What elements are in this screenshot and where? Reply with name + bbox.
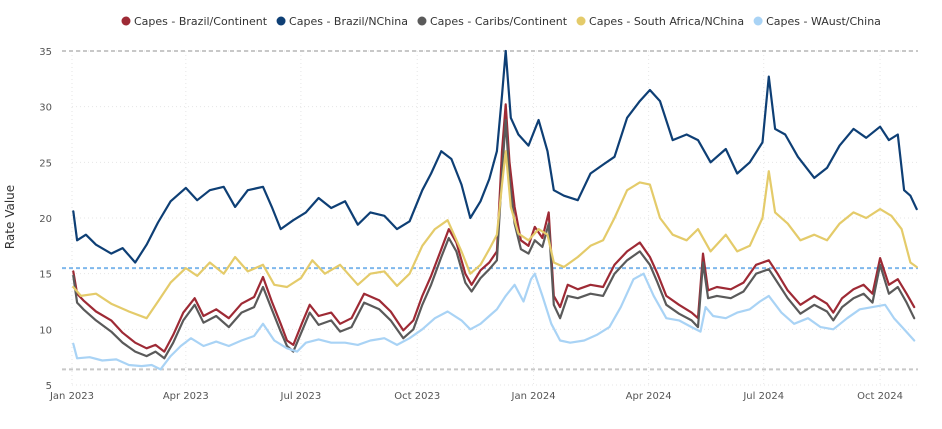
legend-label-3[interactable]: Capes - Caribs/Continent bbox=[430, 15, 568, 28]
series-lines bbox=[72, 49, 918, 371]
legend-marker-1[interactable] bbox=[121, 16, 131, 26]
y-tick-label: 10 bbox=[39, 325, 52, 336]
x-tick-label: Oct 2024 bbox=[857, 391, 903, 402]
y-tick-label: 20 bbox=[39, 214, 52, 225]
series-line-2[interactable] bbox=[72, 49, 918, 264]
x-tick-label: Apr 2023 bbox=[163, 391, 209, 402]
x-axis-ticks: Jan 2023 Apr 2023 Jul 2023 Oct 2023 Jan 2024… bbox=[49, 391, 903, 402]
y-axis-title: Rate Value bbox=[3, 185, 17, 249]
y-tick-label: 35 bbox=[39, 47, 52, 58]
legend-label-2[interactable]: Capes - Brazil/NChina bbox=[289, 15, 408, 28]
x-tick-label: Jul 2024 bbox=[742, 391, 784, 402]
legend-label-4[interactable]: Capes - South Africa/NChina bbox=[589, 15, 744, 28]
y-tick-label: 25 bbox=[39, 158, 52, 169]
x-tick-label: Apr 2024 bbox=[626, 391, 672, 402]
legend-label-5[interactable]: Capes - WAust/China bbox=[766, 15, 881, 28]
legend-label-1[interactable]: Capes - Brazil/Continent bbox=[134, 15, 268, 28]
y-axis-ticks: 5 10 15 20 25 30 35 bbox=[39, 47, 52, 392]
reference-lines bbox=[62, 50, 918, 371]
legend-marker-3[interactable] bbox=[417, 16, 427, 26]
series-line-4[interactable] bbox=[72, 150, 918, 320]
x-tick-label: Oct 2023 bbox=[394, 391, 440, 402]
legend-marker-4[interactable] bbox=[576, 16, 586, 26]
legend-marker-5[interactable] bbox=[753, 16, 763, 26]
legend-marker-2[interactable] bbox=[276, 16, 286, 26]
x-tick-label: Jul 2023 bbox=[280, 391, 322, 402]
x-tick-label: Jan 2024 bbox=[511, 391, 556, 402]
y-tick-label: 15 bbox=[39, 270, 52, 281]
series-line-5[interactable] bbox=[72, 272, 916, 371]
x-tick-label: Jan 2023 bbox=[49, 391, 94, 402]
y-tick-label: 30 bbox=[39, 103, 52, 114]
y-tick-label: 5 bbox=[46, 381, 52, 392]
series-line-1[interactable] bbox=[72, 103, 916, 353]
grid bbox=[71, 50, 918, 386]
series-line-3[interactable] bbox=[72, 118, 916, 360]
legend: Capes - Brazil/Continent Capes - Brazil/N… bbox=[121, 15, 881, 28]
